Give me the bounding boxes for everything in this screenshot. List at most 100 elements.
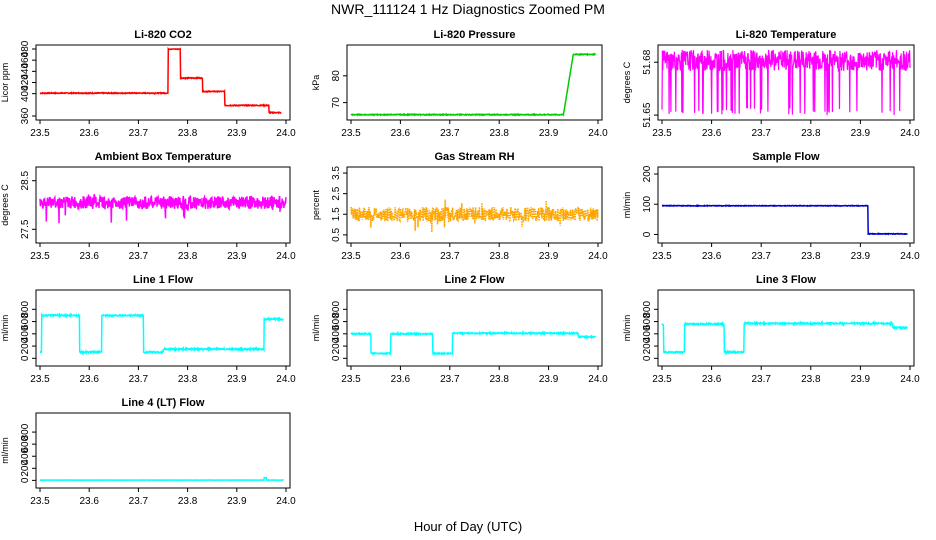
- x-tick-label: 23.7: [129, 251, 149, 262]
- y-tick-label: 400: [20, 325, 31, 342]
- x-tick-label: 23.6: [79, 496, 99, 507]
- panel-8: Line 3 Flow ml/min 23.5 23.6 23.7 23.8 23.9 24.…: [622, 274, 920, 385]
- x-tick-label: 24.0: [276, 374, 296, 385]
- x-tick-label: 23.5: [652, 128, 672, 139]
- panel-title: Li-820 CO2: [134, 29, 191, 41]
- panel-title: Li-820 Pressure: [434, 29, 516, 41]
- y-axis-label: degrees C: [0, 184, 10, 226]
- x-tick-label: 23.6: [391, 251, 411, 262]
- series-line: [39, 476, 284, 482]
- panel-0: Li-820 CO2 Licor ppm 23.5 23.6 23.7 23.8 23.9 2…: [0, 29, 296, 139]
- y-tick-label: 70: [331, 97, 342, 109]
- y-tick-label: 360: [20, 107, 31, 124]
- series-line: [39, 193, 287, 224]
- y-tick-label: 800: [642, 301, 653, 318]
- y-axis-label: ml/min: [622, 315, 632, 342]
- plot-frame: [35, 44, 291, 121]
- panels: Li-820 CO2 Licor ppm 23.5 23.6 23.7 23.8 23.9 2…: [0, 29, 920, 507]
- panel-9: Line 4 (LT) Flow ml/min 23.5 23.6 23.7 23.8 23…: [0, 397, 296, 507]
- x-tick-label: 24.0: [276, 128, 296, 139]
- x-tick-label: 24.0: [588, 128, 608, 139]
- y-tick-label: 100: [642, 195, 653, 212]
- y-tick-label: 3.5: [331, 166, 342, 180]
- x-tick-label: 23.5: [341, 251, 361, 262]
- series-line: [39, 312, 284, 356]
- x-tick-label: 23.7: [751, 251, 771, 262]
- panel-title: Line 4 (LT) Flow: [122, 397, 205, 409]
- x-tick-label: 23.8: [178, 496, 198, 507]
- x-tick-label: 24.0: [588, 374, 608, 385]
- x-tick-label: 23.6: [79, 251, 99, 262]
- y-tick-label: 51.68: [642, 49, 653, 74]
- panel-title: Line 2 Flow: [445, 274, 505, 286]
- y-tick-label: 400: [20, 85, 31, 102]
- y-tick-label: 200: [20, 460, 31, 477]
- panel-title: Ambient Box Temperature: [95, 151, 232, 163]
- panel-2: Li-820 Temperature degrees C 23.5 23.6 23.7 2…: [622, 29, 920, 139]
- x-tick-label: 23.7: [440, 128, 460, 139]
- panel-6: Line 1 Flow ml/min 23.5 23.6 23.7 23.8 23.9 24.…: [0, 274, 296, 385]
- x-tick-label: 23.9: [851, 128, 871, 139]
- y-tick-label: 200: [642, 165, 653, 182]
- x-tick-label: 23.5: [30, 496, 50, 507]
- panel-1: Li-820 Pressure kPa 23.5 23.6 23.7 23.8 23.9 24…: [311, 29, 608, 139]
- y-axis-label: degrees C: [622, 61, 632, 103]
- x-tick-label: 24.0: [900, 251, 920, 262]
- y-tick-label: 440: [20, 63, 31, 80]
- x-tick-label: 23.6: [391, 128, 411, 139]
- x-tick-label: 23.9: [851, 251, 871, 262]
- x-tick-label: 23.5: [341, 128, 361, 139]
- plot-frame: [657, 289, 915, 367]
- y-tick-label: 480: [20, 40, 31, 57]
- x-tick-label: 23.7: [751, 374, 771, 385]
- plot-frame: [346, 289, 603, 367]
- y-tick-label: 800: [20, 423, 31, 440]
- plot-frame: [657, 44, 915, 121]
- x-tick-label: 23.6: [391, 374, 411, 385]
- x-tick-label: 23.6: [702, 128, 722, 139]
- series-line: [350, 199, 599, 233]
- y-tick-label: 800: [20, 301, 31, 318]
- y-tick-label: 400: [642, 325, 653, 342]
- panel-title: Li-820 Temperature: [736, 29, 837, 41]
- panel-title: Line 1 Flow: [133, 274, 193, 286]
- x-tick-label: 24.0: [588, 251, 608, 262]
- y-tick-label: 200: [331, 337, 342, 354]
- y-tick-label: 0: [331, 355, 342, 361]
- y-tick-label: 600: [331, 313, 342, 330]
- x-tick-label: 23.6: [702, 251, 722, 262]
- y-axis-label: kPa: [311, 75, 321, 91]
- plot-frame: [35, 412, 291, 489]
- y-tick-label: 80: [331, 70, 342, 82]
- series-line: [661, 49, 911, 116]
- x-tick-label: 23.9: [227, 128, 247, 139]
- y-tick-label: 400: [20, 447, 31, 464]
- x-tick-label: 24.0: [276, 251, 296, 262]
- series-line: [661, 204, 908, 236]
- panel-title: Gas Stream RH: [434, 151, 514, 163]
- y-axis-label: percent: [311, 189, 321, 220]
- y-tick-label: 27.5: [20, 219, 31, 239]
- x-tick-label: 23.7: [440, 251, 460, 262]
- plot-frame: [346, 44, 603, 121]
- x-tick-label: 23.5: [30, 128, 50, 139]
- x-tick-label: 23.7: [129, 128, 149, 139]
- y-axis-label: ml/min: [622, 192, 632, 219]
- x-tick-label: 23.6: [79, 374, 99, 385]
- y-tick-label: 0: [20, 355, 31, 361]
- y-tick-label: 600: [20, 435, 31, 452]
- x-tick-label: 23.6: [79, 128, 99, 139]
- x-tick-label: 23.8: [489, 128, 509, 139]
- series-line: [39, 46, 282, 115]
- series-line: [350, 52, 597, 117]
- y-tick-label: 2.5: [331, 186, 342, 200]
- x-tick-label: 23.7: [129, 374, 149, 385]
- panel-5: Sample Flow ml/min 23.5 23.6 23.7 23.8 23.9 24.…: [622, 151, 920, 262]
- y-tick-label: 460: [20, 51, 31, 68]
- y-tick-label: 0: [20, 477, 31, 483]
- y-tick-label: 420: [20, 74, 31, 91]
- x-tick-label: 23.8: [178, 251, 198, 262]
- panel-title: Line 3 Flow: [756, 274, 816, 286]
- plot-frame: [35, 289, 291, 367]
